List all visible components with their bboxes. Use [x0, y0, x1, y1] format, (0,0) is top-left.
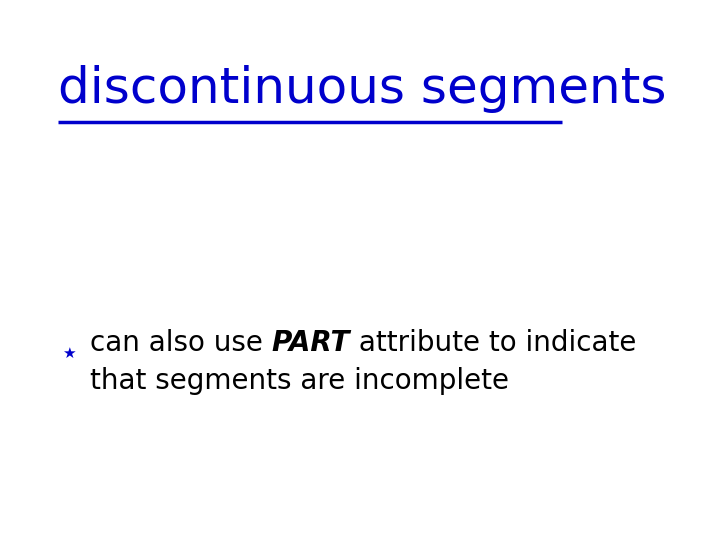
Text: PART: PART [271, 329, 350, 357]
Text: discontinuous segments: discontinuous segments [58, 65, 666, 113]
Text: that segments are incomplete: that segments are incomplete [90, 367, 509, 395]
Text: ★: ★ [62, 346, 75, 361]
Text: can also use: can also use [90, 329, 271, 357]
Text: attribute to indicate: attribute to indicate [350, 329, 636, 357]
